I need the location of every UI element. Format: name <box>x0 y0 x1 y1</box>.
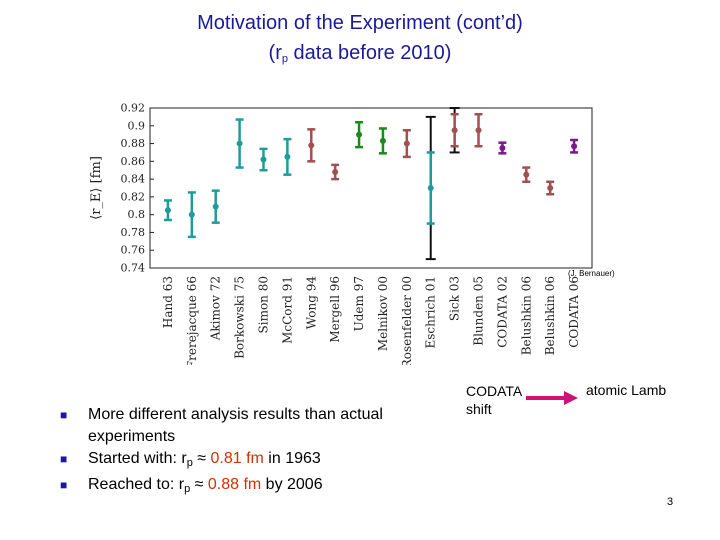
x-tick-label: Melnikov 00 <box>376 276 390 351</box>
data-point <box>188 211 195 218</box>
x-tick-label: Rosenfelder 00 <box>400 276 414 365</box>
data-point <box>403 140 410 147</box>
slide-title-line1: Motivation of the Experiment (cont’d) <box>197 12 523 34</box>
slide-title-line2: (rp data before 2010) <box>268 42 452 65</box>
x-tick-label: Udem 97 <box>352 276 366 331</box>
y-tick-label: 0.88 <box>121 137 146 150</box>
x-tick-label: Blunden 05 <box>472 276 486 346</box>
bullet-item-3: ■ Reached to: rp ≈ 0.88 fm by 2006 <box>60 476 323 495</box>
x-tick-label: Frerejacque 66 <box>185 276 199 365</box>
x-tick-label: Simon 80 <box>256 276 270 333</box>
x-tick-label: Belushkin 06 <box>519 276 533 355</box>
data-point <box>236 140 243 147</box>
codata-shift-label: CODATA shift <box>466 383 522 417</box>
y-tick-label: 0.74 <box>121 262 146 275</box>
y-tick-label: 0.78 <box>121 226 146 239</box>
y-tick-label: 0.9 <box>128 119 146 132</box>
bullet-square-icon: ■ <box>60 452 68 466</box>
y-axis-label: ⟨r_E⟩ [fm] <box>89 156 104 220</box>
bullet-item-1: ■ More different analysis results than a… <box>60 406 383 445</box>
bullet-item-2: ■ Started with: rp ≈ 0.81 fm in 1963 <box>60 450 321 469</box>
y-tick-label: 0.92 <box>121 102 146 115</box>
arrow-right-icon <box>526 391 578 405</box>
data-point <box>499 145 506 151</box>
proton-radius-chart: 0.74 0.76 0.78 0.8 0.82 0.84 0.86 0.88 0.9 0.92 ⟨r… <box>89 102 593 365</box>
y-tick-label: 0.84 <box>121 173 146 186</box>
x-tick-label: Sick 03 <box>448 276 462 321</box>
data-point <box>212 203 219 210</box>
x-tick-label: CODATA 06 <box>567 276 581 348</box>
data-point <box>523 171 530 178</box>
data-point <box>284 153 291 160</box>
data-point <box>571 143 578 150</box>
data-point <box>356 131 363 138</box>
y-tick-label: 0.82 <box>121 190 146 203</box>
x-tick-label: Akimov 72 <box>209 276 223 341</box>
data-point <box>332 169 339 175</box>
data-point <box>547 185 554 191</box>
y-tick-label: 0.76 <box>121 244 146 257</box>
page-number: 3 <box>667 496 674 508</box>
x-tick-label: McCord 91 <box>280 276 294 344</box>
data-point <box>379 137 386 144</box>
x-tick-label: Borkowski 75 <box>233 276 247 359</box>
x-tick-label: Belushkin 06 <box>543 276 557 355</box>
x-tick-label: Eschrich 01 <box>424 276 438 348</box>
chart-credit: (J. Bernauer) <box>568 269 615 278</box>
x-tick-label: CODATA 02 <box>495 276 509 348</box>
x-tick-label: Wong 94 <box>304 276 318 330</box>
bullet-list: ■ More different analysis results than a… <box>58 404 383 500</box>
y-tick-label: 0.86 <box>121 155 146 168</box>
y-tick-label: 0.8 <box>128 208 146 221</box>
data-point <box>308 142 315 149</box>
x-tick-label: Mergell 96 <box>328 276 342 343</box>
bullet-square-icon: ■ <box>60 408 68 422</box>
x-tick-label: Hand 63 <box>161 276 175 328</box>
data-point <box>164 207 171 214</box>
data-point <box>451 127 458 134</box>
atomic-lamb-label: atomic Lamb <box>586 382 667 398</box>
data-point <box>475 127 482 134</box>
data-point <box>427 185 434 191</box>
plot-frame <box>149 107 593 269</box>
bullet-square-icon: ■ <box>60 478 68 492</box>
data-point <box>260 156 267 163</box>
